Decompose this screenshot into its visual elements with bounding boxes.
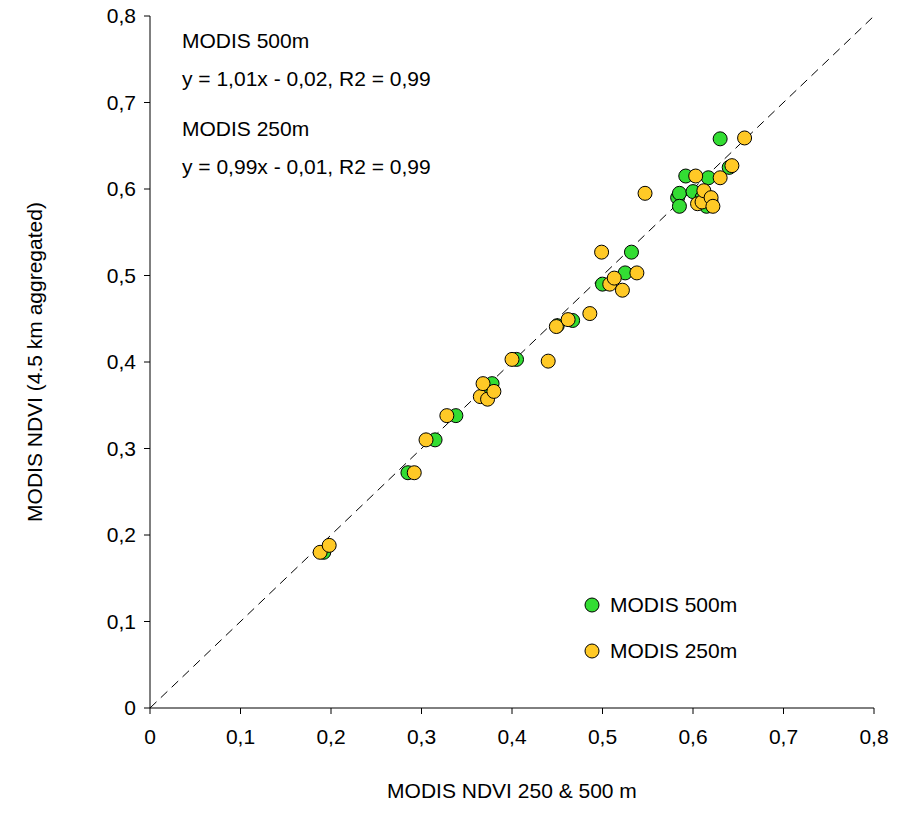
x-tick-label: 0,8 (859, 725, 888, 748)
chart: 0 0,1 0,2 0,3 0,4 0,5 0,6 0,7 0,8 0 0,1 0,2 0,3 0,4 0,… (0, 0, 899, 826)
x-axis-title: MODIS NDVI 250 & 500 m (387, 779, 637, 802)
y-tick-label: 0,1 (107, 610, 136, 633)
x-tick (874, 708, 875, 714)
x-tick (150, 708, 151, 714)
point (706, 199, 720, 213)
point (615, 283, 629, 297)
x-tick-label: 0 (144, 725, 156, 748)
annotation: MODIS 500m (182, 29, 309, 52)
y-tick-label: 0,2 (107, 523, 136, 546)
legend-marker (585, 644, 599, 658)
y-tick (144, 708, 150, 709)
y-tick-label: 0,6 (107, 177, 136, 200)
legend-label: MODIS 500m (610, 593, 737, 616)
point (561, 313, 575, 327)
legend-label: MODIS 250m (610, 639, 737, 662)
y-tick (144, 102, 150, 103)
point (322, 538, 336, 552)
one-to-one-line (150, 16, 874, 708)
annotation: MODIS 250m (182, 117, 309, 140)
x-tick-label: 0,1 (226, 725, 255, 748)
point (624, 245, 638, 259)
y-tick (144, 621, 150, 622)
y-tick (144, 275, 150, 276)
point (689, 169, 703, 183)
y-tick-label: 0 (124, 696, 136, 719)
point (713, 171, 727, 185)
legend-marker (585, 598, 599, 612)
y-tick (144, 535, 150, 536)
x-tick (693, 708, 694, 714)
point (638, 186, 652, 200)
points (313, 131, 751, 559)
x-tick-label: 0,3 (407, 725, 436, 748)
y-tick (144, 362, 150, 363)
point (541, 354, 555, 368)
x-tick (783, 708, 784, 714)
x-tick (421, 708, 422, 714)
x-tick-label: 0,4 (497, 725, 527, 748)
y-tick-label: 0,8 (107, 4, 136, 27)
point (672, 186, 686, 200)
y-tick (144, 16, 150, 17)
y-tick (144, 448, 150, 449)
y-tick-label: 0,7 (107, 91, 136, 114)
annotation: y = 1,01x - 0,02, R2 = 0,99 (182, 67, 431, 90)
y-axis-title: MODIS NDVI (4.5 km aggregated) (23, 202, 46, 522)
x-tick (331, 708, 332, 714)
point (505, 352, 519, 366)
y-tick (144, 189, 150, 190)
x-tick-label: 0,6 (678, 725, 707, 748)
y-tick-label: 0,4 (107, 350, 137, 373)
y-tick-label: 0,5 (107, 264, 136, 287)
x-tick-label: 0,2 (316, 725, 345, 748)
x-tick-label: 0,5 (588, 725, 617, 748)
point (440, 409, 454, 423)
point (672, 199, 686, 213)
legend: MODIS 500m MODIS 250m (585, 593, 737, 662)
point (487, 384, 501, 398)
point (419, 433, 433, 447)
point (630, 266, 644, 280)
y-tick-label: 0,3 (107, 437, 136, 460)
point (607, 271, 621, 285)
point (583, 307, 597, 321)
annotation: y = 0,99x - 0,01, R2 = 0,99 (182, 155, 431, 178)
x-tick (602, 708, 603, 714)
x-tick-label: 0,7 (769, 725, 798, 748)
point (738, 131, 752, 145)
point (713, 132, 727, 146)
x-tick (240, 708, 241, 714)
point (595, 245, 609, 259)
point (725, 159, 739, 173)
point (407, 466, 421, 480)
x-tick (512, 708, 513, 714)
